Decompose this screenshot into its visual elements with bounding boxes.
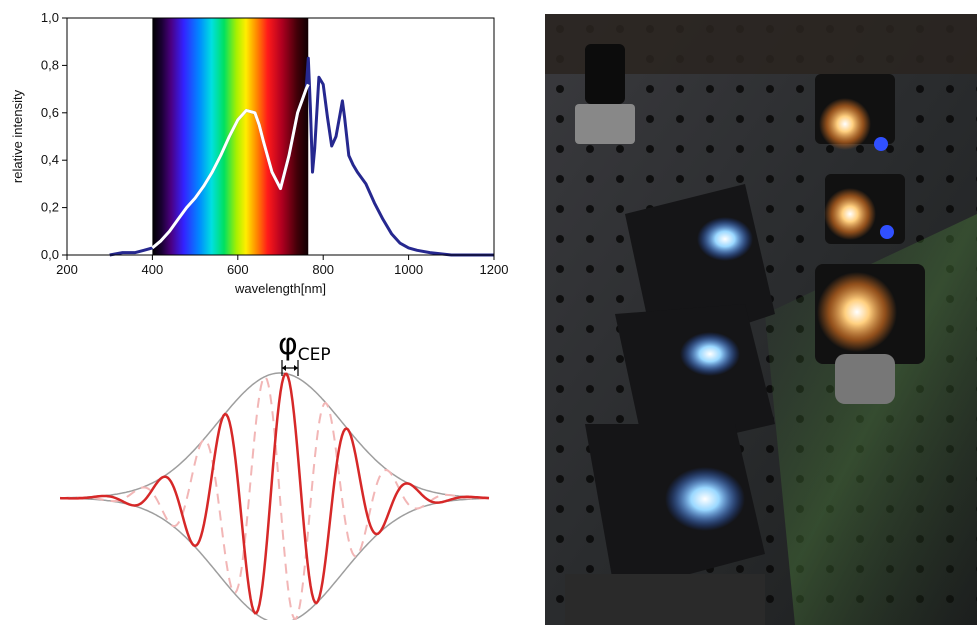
cep-pulse-illustration: φCEP	[60, 327, 490, 620]
x-tick-label: 600	[227, 262, 249, 277]
series-line-1	[151, 83, 310, 250]
mirror-glow-2	[680, 332, 740, 376]
blue-led-1	[874, 137, 888, 151]
x-tick-label: 400	[142, 262, 164, 277]
y-tick-label: 1,0	[41, 10, 59, 25]
mirror-glow-1	[697, 217, 753, 261]
mirror-glow-3	[665, 467, 745, 531]
spectrum-chart: 200 400 600 800 1000 1200 0,0 0,2 0,4 0,6 0,8 1,0 w…	[10, 10, 509, 296]
glow-spot-2	[824, 188, 876, 240]
x-tick-label: 200	[56, 262, 78, 277]
y-tick-label: 0,2	[41, 200, 59, 215]
mount-upper-left	[575, 44, 635, 144]
y-tick-label: 0,8	[41, 57, 59, 72]
phase-shifted-carrier-wave	[60, 375, 490, 620]
x-tick-label: 800	[312, 262, 334, 277]
pulse-envelope-upper	[60, 372, 490, 499]
y-tick-label: 0,6	[41, 105, 59, 120]
x-tick-label: 1000	[394, 262, 423, 277]
plot-frame	[66, 17, 495, 256]
cep-subscript: CEP	[298, 345, 331, 365]
pulse-envelope-lower	[60, 497, 490, 620]
tick-layer: 200 400 600 800 1000 1200 0,0 0,2 0,4 0,6 0,8 1,0	[41, 10, 509, 277]
cep-label: φCEP	[278, 327, 331, 365]
x-axis-title: wavelength[nm]	[234, 281, 326, 296]
glow-spot-1	[819, 98, 871, 150]
y-axis-title: relative intensity	[10, 89, 25, 183]
y-tick-label: 0,4	[41, 152, 59, 167]
glow-spot-3	[817, 272, 897, 352]
carrier-wave	[60, 372, 490, 615]
phase-offset-marker	[281, 360, 299, 376]
x-tick-label: 1200	[480, 262, 509, 277]
phi-symbol: φ	[278, 327, 298, 362]
series-layer	[109, 56, 494, 257]
y-tick-label: 0,0	[41, 247, 59, 262]
blue-led-2	[880, 225, 894, 239]
optical-setup-photo	[545, 14, 977, 625]
